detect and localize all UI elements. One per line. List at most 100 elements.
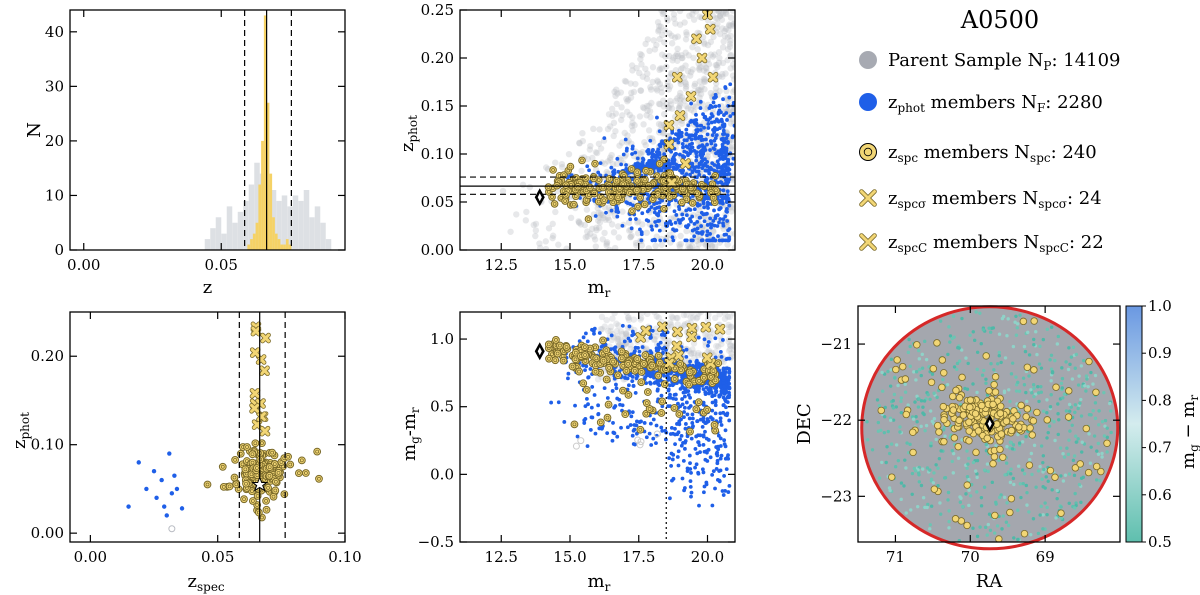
zphot-member-point	[144, 486, 149, 492]
parent-point	[730, 88, 735, 96]
spc-member-point	[617, 354, 626, 363]
colored-member-point	[984, 381, 988, 385]
parent-point	[719, 10, 727, 18]
zphot-member-point	[715, 224, 720, 228]
parent-point	[722, 10, 730, 16]
x-axis-label: zspec	[188, 571, 225, 594]
zphot-member-point	[705, 229, 710, 234]
spc-member-point	[203, 480, 212, 489]
colored-member-point	[951, 471, 956, 475]
parent-point	[705, 60, 713, 68]
parent-point	[712, 85, 720, 92]
parent-point	[611, 244, 619, 250]
zphot-member-point	[692, 148, 697, 153]
zphot-member-point	[169, 491, 175, 496]
parent-point	[730, 342, 735, 349]
spc-member-point	[241, 465, 250, 474]
colored-member-point	[1037, 399, 1041, 404]
zphot-member-point	[713, 355, 718, 360]
spc-member-point	[997, 430, 1006, 438]
parent-point	[627, 80, 634, 87]
parent-point	[693, 245, 701, 250]
zphot-member-point	[693, 447, 698, 451]
parent-point	[696, 13, 703, 20]
parent-point	[637, 87, 644, 94]
zphot-member-point	[701, 470, 706, 475]
zphot-member-point	[669, 162, 673, 166]
parent-point	[604, 125, 612, 133]
colored-member-point	[1072, 454, 1077, 458]
zphot-member-point	[585, 164, 590, 169]
spc-member-point	[591, 367, 600, 376]
zphot-member-point	[696, 203, 700, 208]
spc-member-point	[985, 387, 993, 395]
spc-member-point	[602, 346, 611, 355]
zphot-member-point	[684, 150, 689, 155]
parent-point	[628, 89, 635, 97]
zphot-member-point	[657, 152, 662, 157]
parent-point	[639, 104, 647, 111]
spc-member-point	[286, 460, 295, 469]
spc-member-point	[559, 356, 568, 365]
parent-point	[726, 313, 734, 321]
parent-point	[644, 70, 651, 77]
colored-member-point	[1018, 313, 1022, 317]
hist-bar-parent	[292, 195, 299, 250]
zphot-member-point	[717, 207, 722, 212]
zphot-member-point	[583, 404, 588, 409]
parent-point	[689, 10, 697, 14]
y-tick-label: 10	[45, 186, 64, 204]
colored-member-point	[966, 462, 970, 466]
zphot-member-point	[711, 219, 716, 223]
zphot-member-point	[605, 396, 610, 400]
parent-point	[665, 104, 673, 112]
colored-member-point	[1041, 409, 1046, 413]
colored-member-point	[916, 405, 921, 409]
colored-member-point	[1029, 451, 1034, 456]
parent-point	[583, 206, 591, 213]
parent-point	[670, 54, 677, 61]
spc-member-point	[582, 385, 591, 394]
parent-point	[676, 21, 684, 28]
zphot-member-point	[708, 139, 713, 143]
colored-member-point	[932, 417, 937, 421]
spc-member-point	[596, 418, 605, 427]
zphot-member-point	[704, 385, 709, 390]
zphot-member-point	[718, 156, 723, 161]
colored-member-point	[1034, 392, 1038, 396]
zphot-member-point	[718, 444, 723, 448]
parent-point	[725, 347, 733, 354]
parent-point	[646, 102, 653, 109]
spc-member-point	[949, 392, 957, 401]
parent-point	[680, 312, 688, 319]
spc-member-point	[603, 413, 612, 422]
parent-point	[731, 55, 735, 63]
colored-member-point	[1079, 500, 1083, 505]
colored-member-point	[937, 456, 942, 461]
zphot-member-point	[727, 386, 732, 391]
spc-member-point	[1103, 439, 1111, 447]
y-tick-label: −0.5	[418, 533, 454, 551]
spc-member-point	[665, 193, 674, 201]
colored-member-point	[1043, 486, 1047, 490]
colored-member-point	[1087, 432, 1091, 436]
zphot-member-point	[702, 337, 707, 342]
zphot-member-point	[726, 159, 730, 164]
parent-point	[678, 120, 686, 127]
parent-point	[629, 67, 636, 74]
spc-member-point	[622, 366, 631, 375]
colored-member-point	[1019, 495, 1023, 500]
zphot-member-point	[684, 347, 689, 352]
x-tick-label: 15.0	[553, 548, 586, 566]
spc-member-point	[271, 477, 280, 486]
colored-member-point	[946, 498, 950, 502]
parent-point	[660, 10, 668, 16]
parent-point	[726, 342, 734, 349]
zphot-member-point	[654, 150, 659, 154]
colored-member-point	[1048, 405, 1053, 409]
parent-point	[674, 45, 681, 52]
parent-point	[596, 214, 603, 221]
spc-member-point	[599, 356, 608, 365]
zphot-member-point	[668, 136, 673, 141]
x-axis-label: mr	[588, 277, 611, 300]
